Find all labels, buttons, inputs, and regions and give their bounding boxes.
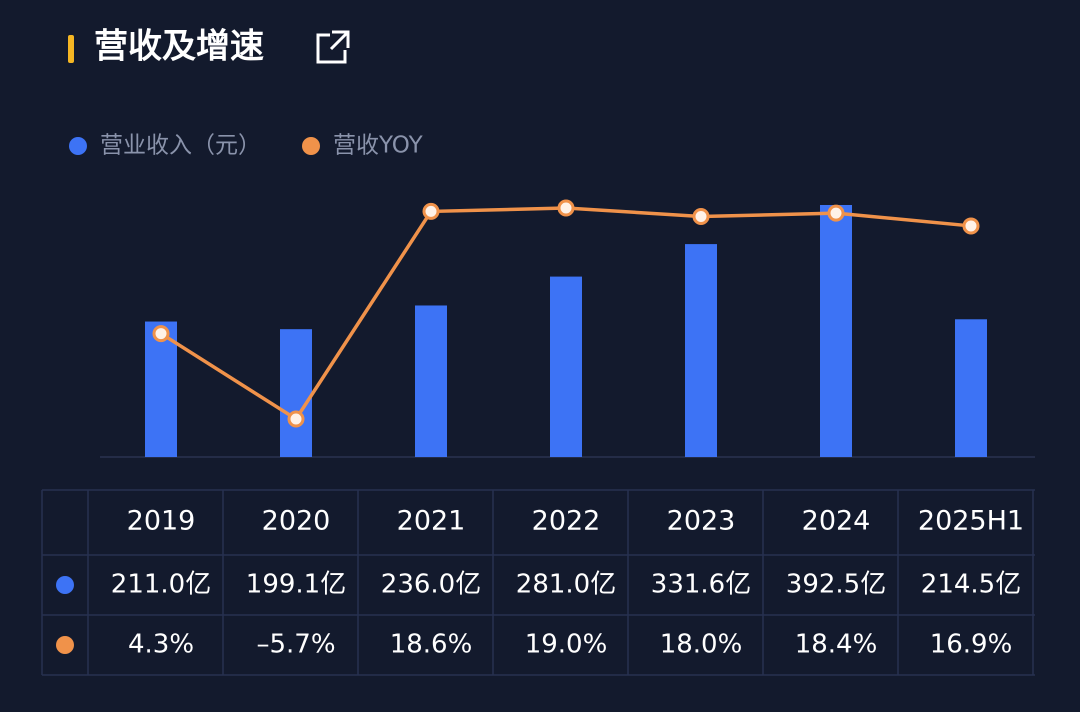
legend-label: 营业收入（元） — [100, 133, 261, 159]
table-cell: 214.5亿 — [921, 570, 1021, 600]
bar — [280, 329, 312, 457]
point — [962, 217, 980, 235]
table-cell: 331.6亿 — [651, 570, 751, 600]
table-cell: 18.0% — [660, 630, 743, 660]
legend-marker — [302, 137, 320, 155]
row-marker — [56, 636, 74, 654]
table-cell: 211.0亿 — [111, 570, 211, 600]
title-accent — [68, 35, 74, 63]
table-cell: 236.0亿 — [381, 570, 481, 600]
bar — [955, 319, 987, 457]
point — [692, 208, 710, 226]
table-cell: 19.0% — [525, 630, 608, 660]
point — [152, 325, 170, 343]
table-header: 2024 — [802, 506, 871, 537]
legend-label: 营收YOY — [333, 133, 424, 159]
table-header: 2025H1 — [918, 506, 1024, 537]
table-header: 2019 — [127, 506, 196, 537]
table-cell: 281.0亿 — [516, 570, 616, 600]
point — [827, 204, 845, 222]
row-marker — [56, 576, 74, 594]
bar — [145, 321, 177, 457]
table-header: 2020 — [262, 506, 331, 537]
bar — [685, 244, 717, 457]
table-header: 2021 — [397, 506, 466, 537]
legend-marker — [69, 137, 87, 155]
table-cell: 392.5亿 — [786, 570, 886, 600]
table-cell: 18.4% — [795, 630, 878, 660]
external-link-icon[interactable] — [316, 30, 350, 64]
table-cell: 4.3% — [128, 630, 194, 660]
point — [422, 202, 440, 220]
table-header: 2022 — [532, 506, 601, 537]
table — [41, 489, 1035, 676]
table-cell: 199.1亿 — [246, 570, 346, 600]
bar — [550, 276, 582, 457]
table-cell: –5.7% — [256, 630, 335, 660]
point — [287, 410, 305, 428]
table-cell: 16.9% — [930, 630, 1013, 660]
chart-title: 营收及增速 — [94, 27, 264, 67]
table-header: 2023 — [667, 506, 736, 537]
bar — [415, 305, 447, 457]
bar — [820, 205, 852, 457]
table-cell: 18.6% — [390, 630, 473, 660]
point — [557, 199, 575, 217]
